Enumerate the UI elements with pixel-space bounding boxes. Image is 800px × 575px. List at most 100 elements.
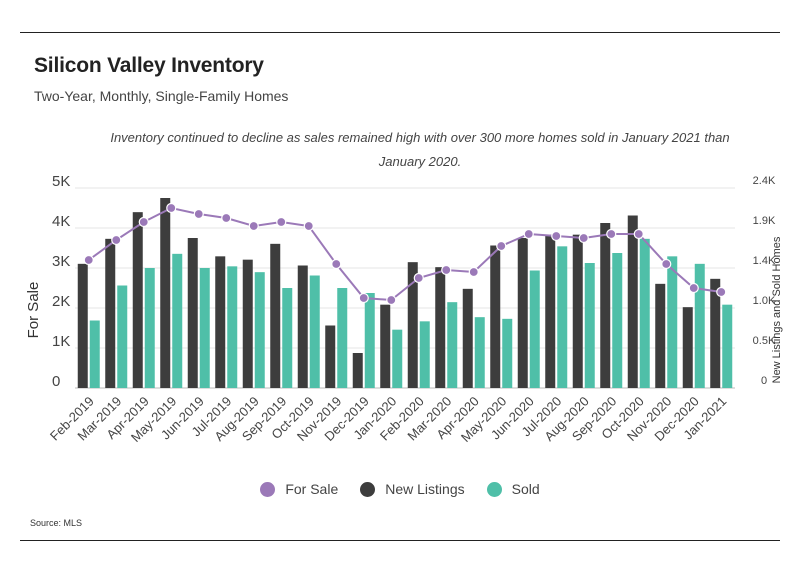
line-for-sale (88, 206, 722, 302)
point-for-sale (276, 216, 287, 228)
y2-tick-label: 0.5K (753, 335, 776, 347)
point-for-sale (496, 240, 507, 252)
bar-new-listings (242, 259, 253, 388)
bar-new-listings (572, 234, 583, 388)
bar-sold (667, 256, 678, 388)
bar-sold (144, 268, 155, 388)
bar-sold (474, 317, 485, 388)
y2-axis-title: New Listings and Sold Homes (771, 236, 783, 383)
bar-new-listings (325, 325, 336, 388)
bar-sold (282, 288, 293, 388)
y-axis-title: For Sale (25, 282, 42, 339)
chart-title: Silicon Valley Inventory (34, 54, 264, 77)
bottom-rule (20, 540, 780, 541)
y2-tick-label: 0 (761, 375, 767, 387)
point-for-sale (386, 294, 397, 306)
bar-sold (447, 302, 458, 388)
y-tick-label: 1K (52, 333, 70, 350)
point-for-sale (193, 208, 204, 220)
point-for-sale (111, 234, 122, 246)
point-for-sale (331, 258, 342, 270)
legend-swatch-sold (486, 481, 502, 497)
point-for-sale (606, 228, 617, 240)
bar-sold (694, 263, 705, 388)
bar-sold (502, 318, 513, 388)
point-for-sale (166, 202, 177, 214)
legend-item-sold: Sold (486, 481, 540, 497)
legend-label-new-listings: New Listings (385, 481, 465, 497)
bar-sold (639, 238, 650, 388)
point-for-sale (303, 220, 314, 232)
bar-sold (392, 329, 403, 388)
bar-new-listings (352, 353, 363, 388)
bar-sold (612, 253, 623, 388)
bar-new-listings (215, 256, 226, 388)
bar-sold (584, 263, 595, 388)
bar-sold (254, 272, 265, 388)
point-for-sale (578, 232, 589, 244)
bar-new-listings (627, 215, 638, 388)
bar-new-listings (160, 198, 171, 388)
legend: For Sale New Listings Sold (0, 481, 800, 497)
legend-swatch-for-sale (260, 481, 276, 497)
bar-sold (89, 320, 100, 388)
bar-new-listings (380, 304, 391, 388)
chart-subtitle: Two-Year, Monthly, Single-Family Homes (34, 88, 289, 104)
bar-new-listings (600, 223, 611, 388)
point-for-sale (358, 292, 369, 304)
point-for-sale (248, 220, 259, 232)
bar-sold (172, 253, 183, 388)
y-tick-label: 5K (52, 173, 70, 190)
point-for-sale (688, 282, 699, 294)
legend-item-for-sale: For Sale (260, 481, 338, 497)
point-for-sale (551, 230, 562, 242)
point-for-sale (221, 212, 232, 224)
bar-new-listings (105, 238, 116, 388)
bar-new-listings (655, 283, 666, 388)
point-for-sale (441, 264, 452, 276)
bar-new-listings (710, 278, 721, 388)
bar-new-listings (490, 245, 501, 388)
bar-new-listings (187, 238, 198, 388)
bar-new-listings (132, 212, 143, 388)
bar-new-listings (297, 265, 308, 388)
bar-new-listings (462, 288, 473, 388)
y2-tick-label: 1.0K (753, 295, 776, 307)
y-tick-label: 2K (52, 293, 70, 310)
y-tick-label: 3K (52, 253, 70, 270)
y2-tick-label: 2.4K (753, 175, 776, 187)
point-for-sale (138, 216, 149, 228)
bar-sold (364, 293, 375, 388)
bar-new-listings (435, 267, 446, 388)
top-rule (20, 32, 780, 33)
bar-new-listings (407, 262, 418, 388)
source-note: Source: MLS (30, 518, 83, 528)
point-for-sale (523, 228, 534, 240)
bar-sold (309, 275, 320, 388)
y-tick-label: 4K (52, 213, 70, 230)
point-for-sale (83, 254, 94, 266)
point-for-sale (661, 258, 672, 270)
legend-label-sold: Sold (511, 481, 540, 497)
bar-new-listings (545, 234, 556, 388)
bar-new-listings (270, 243, 281, 388)
bar-sold (199, 268, 210, 388)
point-for-sale (413, 272, 424, 284)
y2-tick-label: 1.4K (753, 255, 776, 267)
bar-sold (337, 288, 348, 388)
point-for-sale (468, 266, 479, 278)
bar-sold (722, 304, 733, 388)
legend-swatch-new-listings (360, 481, 376, 497)
bar-new-listings (517, 238, 528, 388)
chart-annotation: Inventory continued to decline as sales … (110, 130, 730, 169)
bar-sold (529, 270, 540, 388)
bar-sold (557, 246, 568, 388)
y2-tick-label: 1.9K (753, 215, 776, 227)
bar-sold (227, 266, 238, 388)
bar-new-listings (77, 263, 88, 388)
legend-item-new-listings: New Listings (360, 481, 465, 497)
bar-sold (117, 285, 128, 388)
point-for-sale (633, 228, 644, 240)
legend-label-for-sale: For Sale (285, 481, 339, 497)
